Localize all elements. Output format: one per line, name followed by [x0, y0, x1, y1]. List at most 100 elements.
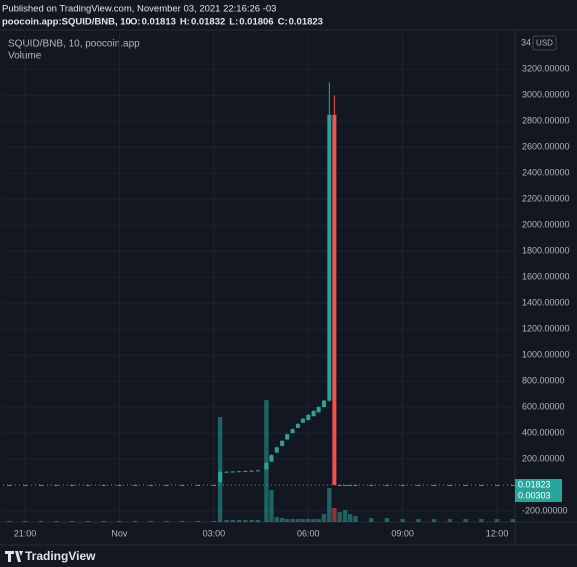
candle-body: [280, 440, 285, 447]
y-tick-label: 2400.00000: [522, 168, 570, 178]
volume-bar: [321, 514, 327, 522]
series-legend: SQUID/BNB, 10, poocoin.app: [8, 39, 140, 50]
x-tick-label: 12:00: [486, 528, 509, 538]
ohlc-value: 0.01832: [191, 17, 225, 28]
candle-body: [432, 484, 437, 486]
y-tick-label: 200.00000: [522, 453, 565, 463]
volume-bar: [85, 521, 91, 522]
candle-body: [269, 455, 274, 462]
volume-bar: [148, 521, 154, 522]
candle-body: [264, 462, 269, 470]
volume-bar: [306, 519, 311, 522]
volume-bar: [416, 519, 421, 522]
candle-body: [348, 484, 353, 486]
candle-body: [447, 484, 452, 486]
volume-bar: [54, 521, 59, 522]
currency-button[interactable]: [532, 35, 557, 51]
volume-bar: [295, 519, 301, 522]
ohlc-key: C:: [278, 17, 288, 28]
volume-bar: [243, 520, 248, 522]
candle-body: [295, 423, 300, 428]
y-tick-label: 800.00000: [522, 375, 565, 385]
volume-bar: [284, 519, 290, 522]
last-price-box: [515, 478, 562, 491]
candle-body: [224, 471, 229, 473]
candle-body: [243, 470, 248, 472]
y-tick-label: 3200.00000: [522, 64, 570, 74]
volume-bar: [269, 490, 274, 522]
volume-bar: [316, 519, 321, 522]
volume-bar: [510, 519, 515, 522]
symbol: poocoin.app:SQUID/BNB, 10: [2, 17, 131, 28]
y-tick-label: 3000.00000: [522, 90, 570, 100]
last-volume-label: 0.00303: [518, 490, 551, 500]
candle-body: [311, 410, 316, 417]
candle-body: [218, 471, 223, 483]
volume-bar: [230, 520, 235, 522]
volume-bar: [279, 518, 285, 522]
volume-bar: [22, 521, 28, 522]
volume-bar: [300, 519, 306, 522]
candle-body: [337, 484, 342, 486]
y-tick-label: 2000.00000: [522, 220, 570, 230]
last-price-label: 0.01823: [518, 479, 551, 489]
ohlc-key: L:: [229, 17, 238, 28]
candle-body: [327, 114, 332, 401]
volume-bar: [117, 521, 122, 522]
x-tick-label: Nov: [111, 528, 128, 538]
last-volume-box: [515, 489, 562, 502]
volume-bar: [327, 488, 332, 522]
volume-bar: [132, 521, 138, 522]
volume-bar: [217, 417, 223, 522]
candle-body: [369, 484, 374, 486]
grid: [3, 33, 515, 522]
published-line: Published on TradingView.com, November 0…: [2, 4, 276, 15]
axis-top-label: 34: [521, 37, 531, 47]
volume-bar: [311, 519, 316, 522]
candle-body: [321, 400, 326, 408]
volume-bar: [236, 520, 242, 522]
volume-bar: [101, 521, 106, 522]
ohlc-value: 0.01813: [142, 17, 176, 28]
candle-body: [133, 484, 138, 486]
candle-body: [164, 484, 169, 486]
candle-body: [180, 484, 185, 486]
candle-body: [306, 414, 311, 421]
volume-bar: [211, 521, 217, 522]
volume-bar: [264, 400, 269, 522]
candle-body: [479, 484, 484, 486]
volume-bar: [342, 510, 348, 522]
candle-body: [237, 471, 242, 473]
candle-body: [332, 114, 337, 485]
currency[interactable]: USD: [536, 39, 553, 48]
volume-bar: [224, 520, 229, 522]
y-tick-label: 1800.00000: [522, 246, 570, 256]
ohlc-key: H:: [180, 17, 190, 28]
candle-body: [416, 484, 421, 486]
volume-bar: [431, 519, 437, 522]
volume-bar: [249, 520, 254, 522]
candle-body: [117, 484, 122, 486]
x-tick-label: 06:00: [297, 528, 320, 538]
candle-body: [249, 470, 254, 472]
volume-bar: [337, 512, 342, 522]
candle-body: [274, 447, 279, 453]
logo-icon: [5, 551, 23, 562]
candle-body: [343, 484, 348, 486]
volume-bar: [447, 519, 453, 522]
y-tick-label: 1600.00000: [522, 272, 570, 282]
ohlc-key: O:: [130, 17, 141, 28]
candle-body: [101, 484, 106, 486]
volume-bar: [384, 518, 390, 522]
candle-body: [7, 484, 12, 486]
y-tick-label: 1400.00000: [522, 298, 570, 308]
volume-bar: [347, 514, 353, 522]
volume-bar: [368, 518, 374, 522]
candle-body: [70, 484, 75, 486]
volume-bar: [274, 517, 279, 522]
volume-bar: [290, 519, 295, 522]
volume-bar: [164, 521, 169, 522]
x-tick-label: 09:00: [391, 528, 414, 538]
